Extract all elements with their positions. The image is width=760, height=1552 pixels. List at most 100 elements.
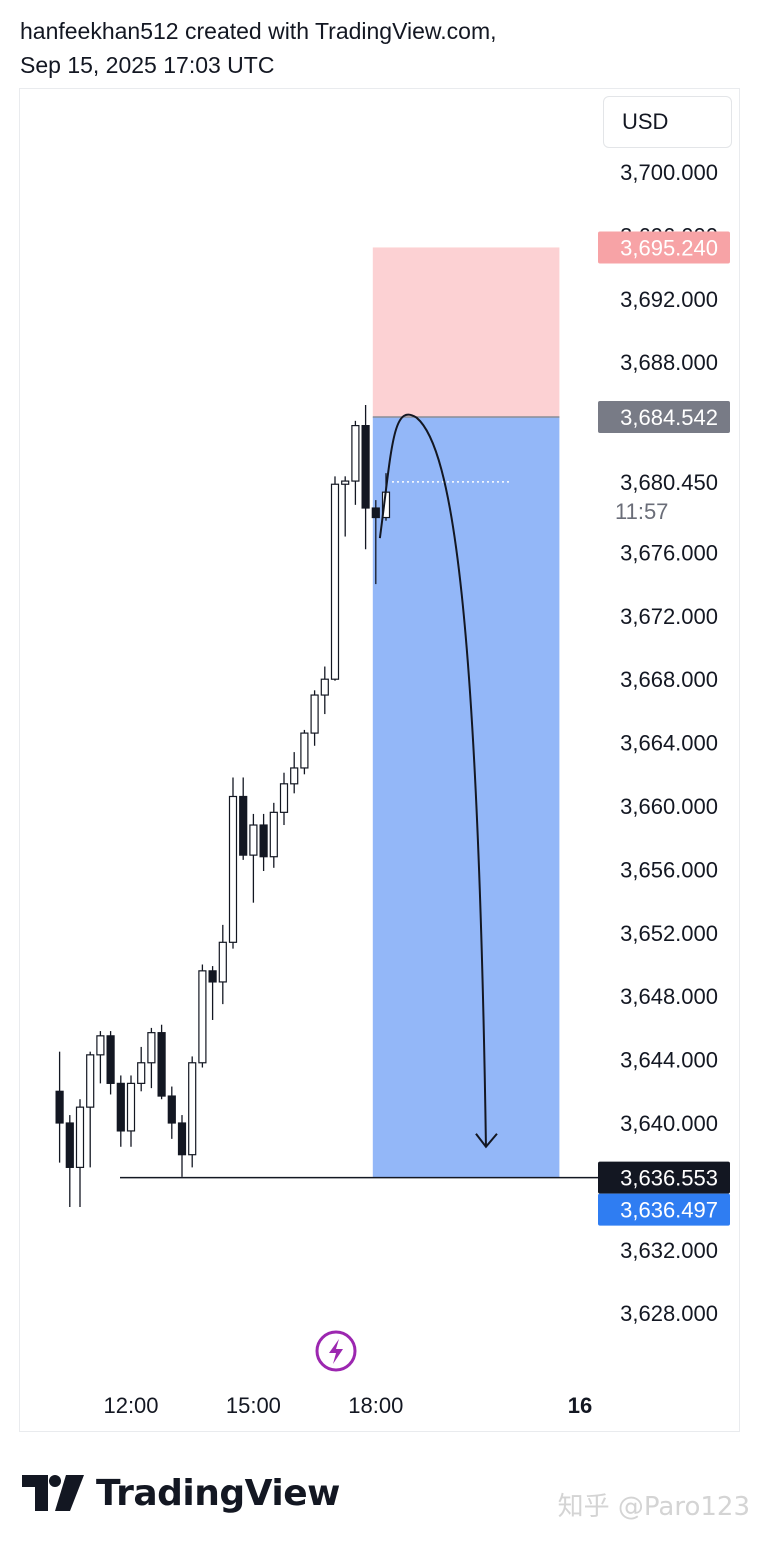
candle-body-down [371,507,380,519]
candle [361,404,370,550]
watermark: 知乎 @Paro123 [557,1492,750,1522]
candle-body-up [290,767,299,785]
chart-attribution: hanfeekhan512 created with TradingView.c… [20,14,497,82]
candle [106,1031,115,1095]
lightning-icon-ring [315,1330,357,1372]
y-tick-label: 3,656.000 [620,857,718,882]
candle [188,1056,197,1168]
candle-body-up [341,480,350,485]
stop-price-badge: 3,695.240 [598,231,730,264]
candle [279,772,289,826]
tradingview-logo-icon [22,1475,84,1511]
y-tick-label: 3,632.000 [620,1238,718,1263]
y-tick-label: 3,672.000 [620,604,718,629]
candle [351,420,360,505]
take-profit-zone [372,417,560,1178]
y-tick-label: 3,700.000 [620,160,718,185]
author-line: hanfeekhan512 created with TradingView.c… [20,18,497,44]
lightning-icon[interactable] [315,1330,357,1372]
current-price-label: 3,680.450 [620,470,718,495]
y-tick-label: 3,644.000 [620,1048,718,1073]
candle [157,1024,166,1100]
target-price-badge: 3,636.497 [598,1193,730,1226]
candle-body-up [96,1035,105,1056]
candle-body-up [249,824,258,856]
y-tick-label: 3,652.000 [620,921,718,946]
target-price-badge-bg [598,1193,730,1226]
candle [116,1075,125,1147]
candle-body-down [208,970,217,983]
candle-body-up [188,1062,197,1156]
timestamp-line: Sep 15, 2025 17:03 UTC [20,52,275,78]
stop-loss-zone [372,247,560,418]
candle [65,1115,74,1208]
candle [218,924,227,1005]
entry-price-badge-bg [598,401,730,434]
stop-price-badge-text: 3,695.240 [620,235,718,260]
candle-body-down [157,1032,166,1097]
x-tick-label: 15:00 [226,1393,281,1418]
candle-body-up [75,1106,85,1168]
entry-price-badge-text: 3,684.542 [620,405,718,430]
candle [126,1075,136,1147]
chart-frame [19,88,740,1432]
bar-countdown: 11:57 [615,499,668,524]
y-tick-label: 3,692.000 [620,287,718,312]
candle-body-up [310,694,319,734]
candle [55,1051,64,1163]
candle [208,966,217,1020]
projection-arrow [378,413,487,1147]
y-tick-label: 3,640.000 [620,1111,718,1136]
tradingview-logo[interactable]: TradingView [22,1468,340,1518]
lightning-icon-bolt [329,1339,343,1364]
candle-body-down [177,1122,187,1156]
close-line-badge-bg [598,1161,730,1194]
candle [249,813,258,903]
candle-body-up [351,425,360,482]
candle [300,729,309,775]
x-tick-label: 18:00 [348,1393,403,1418]
candle-body-down [259,824,268,858]
plot-area [55,247,598,1208]
candle [86,1051,95,1168]
candle-body-up [126,1082,136,1132]
y-tick-label: 3,668.000 [620,667,718,692]
target-price-badge-text: 3,636.497 [620,1198,718,1223]
candle [137,1046,146,1092]
candle [330,476,340,681]
candle-body-down [65,1122,74,1168]
candle [371,500,380,585]
candle-body-up [269,811,278,858]
candle-body-up [147,1032,156,1064]
candle [75,1099,85,1208]
candle-body-down [116,1082,125,1132]
candle [269,802,278,868]
candle-body-up [279,783,289,813]
x-tick-label: 12:00 [103,1393,158,1418]
candle-body-down [361,425,370,509]
candle [198,964,207,1068]
x-tick-label: 16 [568,1393,592,1418]
currency-selector[interactable]: USD [603,96,732,148]
candle [96,1031,105,1084]
candle [310,690,319,746]
stop-price-badge-bg [598,231,730,264]
candle-body-up [330,483,340,680]
candle [320,666,329,715]
candle [228,777,238,949]
candle [147,1027,156,1089]
candle-body-down [106,1035,115,1084]
entry-price-badge: 3,684.542 [598,401,730,434]
projection-arrow-head [475,1133,498,1149]
candle [167,1086,176,1139]
candle-body-up [228,795,238,943]
candle [290,752,299,794]
y-tick-label: 3,676.000 [620,540,718,565]
close-line-badge: 3,636.553 [598,1161,730,1194]
candle-body-down [239,795,248,856]
y-tick-label: 3,660.000 [620,794,718,819]
y-tick-label: 3,648.000 [620,984,718,1009]
candle-body-down [55,1090,64,1124]
y-tick-label: 3,628.000 [620,1301,718,1326]
